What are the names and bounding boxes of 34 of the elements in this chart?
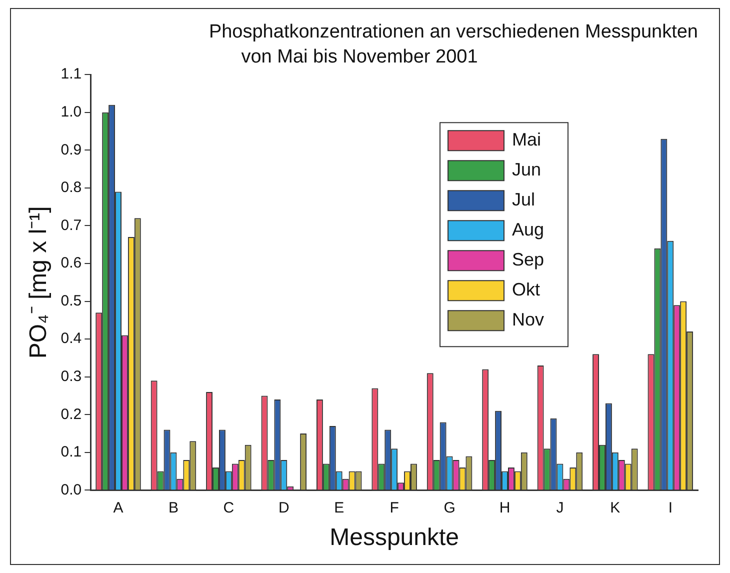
x-tick-label: C [223, 499, 234, 516]
x-tick-label: F [390, 499, 399, 516]
chart-title: Phosphatkonzentrationen an verschiedenen Messpunkten [208, 22, 698, 43]
legend-label: Jun [512, 160, 542, 180]
x-tick-label: D [278, 499, 290, 516]
y-tick-label: 0.2 [60, 406, 82, 423]
y-tick-label: 0.4 [60, 330, 82, 348]
y-tick-label: 1.0 [60, 104, 82, 121]
legend-label: Nov [512, 310, 544, 330]
x-tick-label: J [556, 499, 564, 516]
y-tick-label: 0.6 [60, 254, 82, 272]
x-tick-label: I [668, 499, 672, 516]
x-axis-title: Messpunkte [330, 524, 460, 552]
x-tick-label: H [499, 499, 510, 516]
legend-label: Mai [512, 130, 542, 150]
y-tick-label: 0.8 [60, 179, 82, 196]
y-tick-label: 1.1 [60, 66, 82, 83]
y-axis-title: PO₄⁻ [mg x l⁻¹] [25, 206, 52, 359]
y-tick-label: 0.1 [60, 444, 82, 461]
y-tick-label: 0.7 [60, 216, 82, 234]
legend-label: Jul [512, 190, 536, 210]
x-tick-label: K [610, 499, 620, 516]
x-tick-label: E [334, 499, 344, 516]
legend-label: Aug [512, 220, 544, 240]
legend-label: Okt [512, 280, 540, 300]
chart-subtitle: von Mai bis November 2001 [241, 46, 478, 68]
y-tick-label: 0.9 [60, 141, 82, 158]
y-tick-label: 0.5 [60, 292, 82, 310]
x-tick-label: A [113, 499, 124, 516]
legend-label: Sep [512, 250, 544, 270]
x-tick-label: G [444, 499, 456, 516]
y-tick-label: 0.3 [60, 368, 82, 385]
y-tick-label: 0.0 [60, 481, 82, 498]
x-tick-label: B [168, 499, 178, 516]
